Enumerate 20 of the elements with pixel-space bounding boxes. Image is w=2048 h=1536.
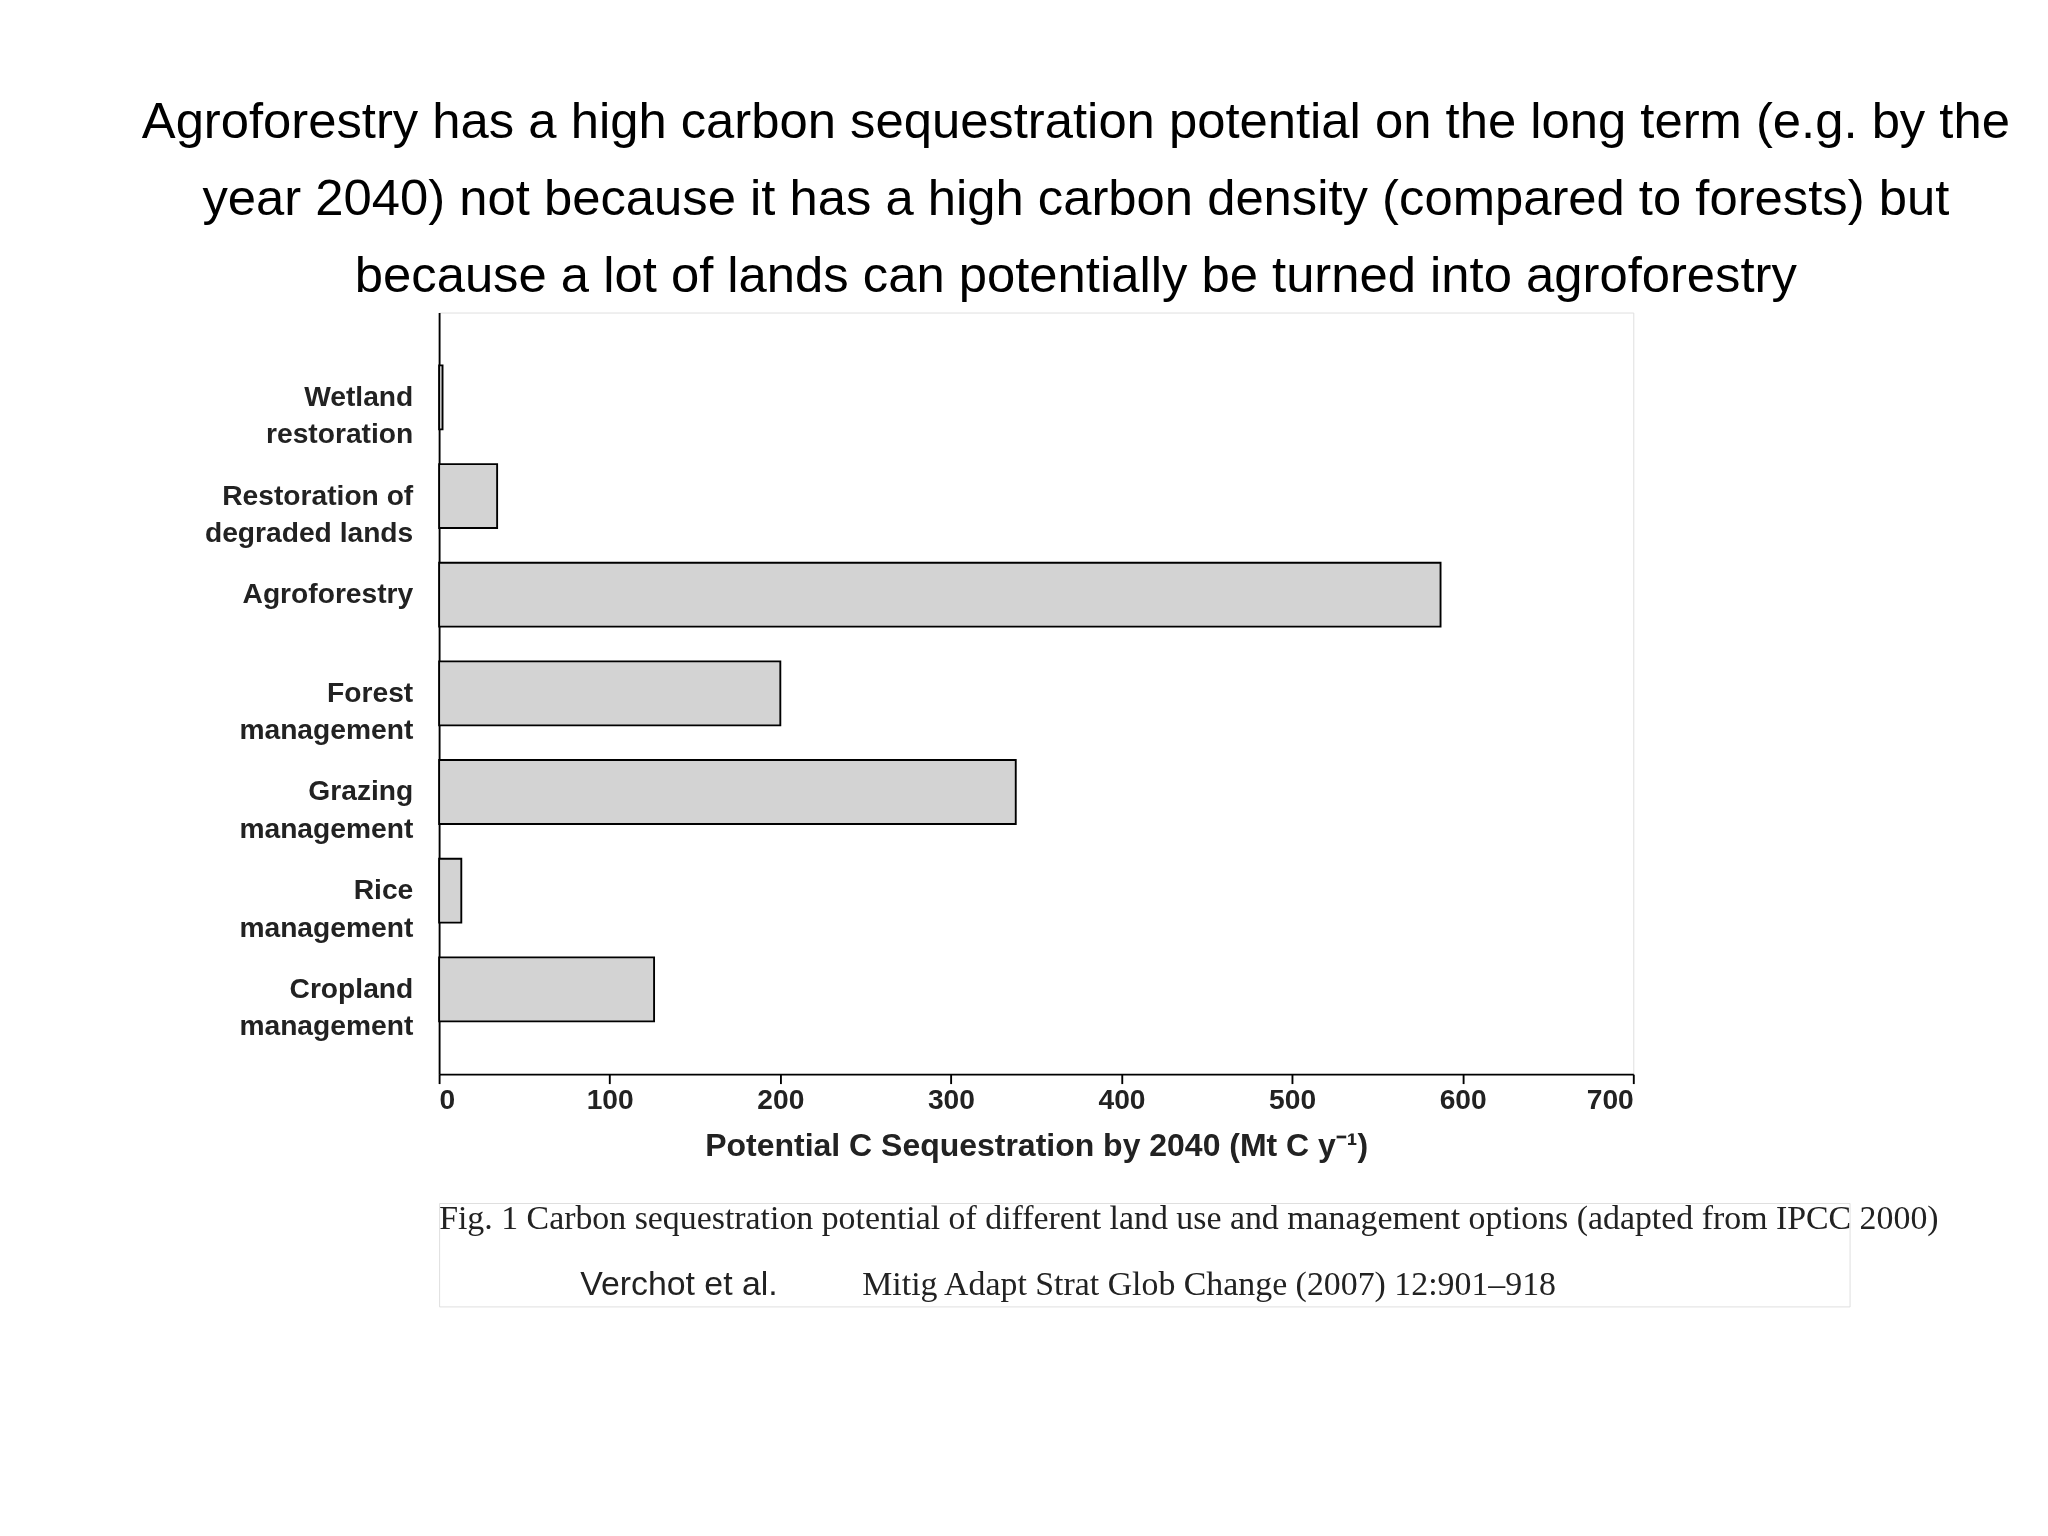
x-tick-label: 100 [586, 1082, 634, 1115]
y-tick-label: Wetland restoration [266, 379, 414, 450]
x-tick-label: 0 [439, 1082, 456, 1115]
chart-title: Agroforestry has a high carbon sequestration potential on the long term (e.g. by the year 2040) not because it has a high carbon density (compared to forests) but because a lot of lands can potentially be turned into agroforestry [141, 92, 2010, 304]
x-tick-label: 700 [1586, 1082, 1634, 1115]
y-tick-label: Forest management [239, 675, 414, 746]
x-axis-title: Potential C Sequestration by 2040 (Mt C y⁻¹) [705, 1127, 1369, 1164]
y-tick-label: Restoration of degraded lands [204, 478, 414, 549]
caption: Fig. 1 Carbon sequestration potential of different land use and management options (adapted from IPCC 2000) [439, 1199, 1939, 1238]
y-tick-label: Agroforestry [242, 577, 414, 610]
x-tick-label: 300 [927, 1082, 975, 1115]
x-tick-label: 600 [1439, 1082, 1487, 1115]
y-tick-label: Grazing management [239, 774, 414, 845]
text: Mitig Adapt Strat Glob Change (2007) 12:901–918 [862, 1265, 1557, 1304]
y-tick-label: Rice management [239, 873, 414, 943]
text: Verchot et al. [580, 1264, 778, 1303]
x-tick-label: 200 [757, 1082, 805, 1115]
x-tick-label: 400 [1098, 1082, 1146, 1115]
x-tick-label: 500 [1269, 1082, 1317, 1115]
y-tick-label: Cropland management [239, 971, 414, 1042]
